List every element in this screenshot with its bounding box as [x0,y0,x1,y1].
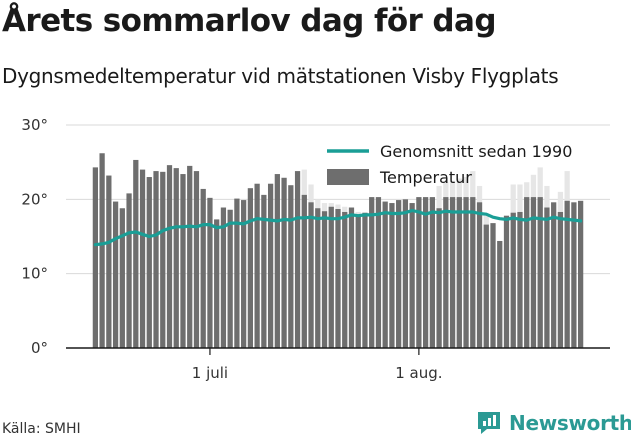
temperature-bar [456,197,462,348]
temperature-bar [207,197,213,348]
temperature-bar [362,212,368,348]
temperature-bar [99,153,105,348]
temperature-bar [369,197,375,348]
temperature-bar [463,197,469,348]
temperature-bar [503,215,510,348]
temperature-bar [328,206,334,348]
temperature-bar [294,171,301,348]
temperature-bar [389,203,395,348]
x-tick-label: 1 aug. [395,364,442,382]
max-bars [301,167,570,348]
temperature-bar [119,208,125,348]
temperature-bar [106,175,112,348]
temperature-bar [537,197,543,348]
temperature-bars [92,153,584,348]
brand-name: Newsworthy [509,411,631,435]
temperature-bar [234,198,240,348]
temperature-bar [126,193,132,348]
legend-label: Genomsnitt sedan 1990 [380,142,572,161]
source-note: Källa: SMHI [2,421,81,437]
temperature-bar [214,219,220,348]
temperature-bar [355,215,361,348]
temperature-bar [348,207,355,348]
temperature-bar [564,200,570,348]
y-axis-labels: 0° 10° 20° 30° [21,116,48,357]
temperature-bar [382,201,388,348]
temperature-bar [517,211,523,348]
y-tick-label: 10° [21,265,48,283]
temperature-bar [396,200,402,348]
y-tick-label: 30° [21,116,48,134]
temperature-bar [308,202,314,348]
temperature-bar [187,165,193,348]
temperature-bar [112,201,119,348]
temperature-bar [200,188,206,348]
chart-subtitle: Dygnsmedeltemperatur vid mätstationen Vi… [2,64,559,88]
temperature-bar [193,171,200,348]
temperature-bar [449,197,456,348]
temperature-bar [578,200,584,348]
temperature-bar [247,188,254,348]
average-line-group [93,208,583,247]
temperature-bar [436,208,442,348]
temperature-bar [254,183,260,348]
newsworthy-logo-icon [478,412,500,434]
temperature-bar [261,194,267,348]
temperature-bar [315,208,321,348]
temperature-bar [321,211,328,348]
temperature-bar [483,224,489,348]
temperature-bar [281,177,287,348]
temperature-bar [524,197,530,348]
legend: Genomsnitt sedan 1990 Temperatur [327,142,572,187]
temperature-bar [571,202,577,348]
temperature-bar [220,207,227,348]
temperature-bar [301,194,307,348]
temperature-bar [153,171,159,348]
temperature-bar [241,200,247,348]
legend-label: Temperatur [379,168,472,187]
y-tick-label: 20° [21,190,48,208]
temperature-bar [530,197,537,348]
temperature-bar [497,240,503,348]
temperature-bar [227,209,233,348]
x-tick-label: 1 juli [192,364,228,382]
x-axis: 1 juli 1 aug. [66,347,610,382]
temperature-bar [557,211,564,348]
temperature-bar [160,171,166,348]
temperature-bar [375,197,382,348]
temperature-bar [146,177,152,348]
y-tick-label: 0° [31,339,48,357]
temperature-bar [166,165,173,348]
temperature-bar [544,207,550,348]
temperature-bar [335,208,341,348]
temperature-bar [510,212,516,348]
legend-swatch-bar [327,169,369,185]
temperature-bar [274,174,280,348]
temperature-bar [409,203,415,348]
temperature-bar [139,169,146,348]
temperature-bar [402,199,409,348]
temperature-bar [443,197,449,348]
brand-logo: Newsworthy [475,408,631,438]
temperature-bar [92,167,98,348]
temperature-bar [429,197,435,348]
average-line [93,208,583,247]
temperature-bar [173,168,179,348]
temperature-bar [490,223,496,348]
temperature-bar [422,197,429,348]
temperature-bar [551,202,557,348]
temperature-bar [133,159,139,348]
temperature-bar [288,185,294,348]
temperature-bar [342,211,348,348]
temperature-bar [470,197,476,348]
temperature-bar [416,197,422,348]
temperature-bar [476,202,483,348]
temperature-bar [267,183,274,348]
temperature-bar [180,174,186,348]
chart-title: Årets sommarlov dag för dag [2,3,497,39]
